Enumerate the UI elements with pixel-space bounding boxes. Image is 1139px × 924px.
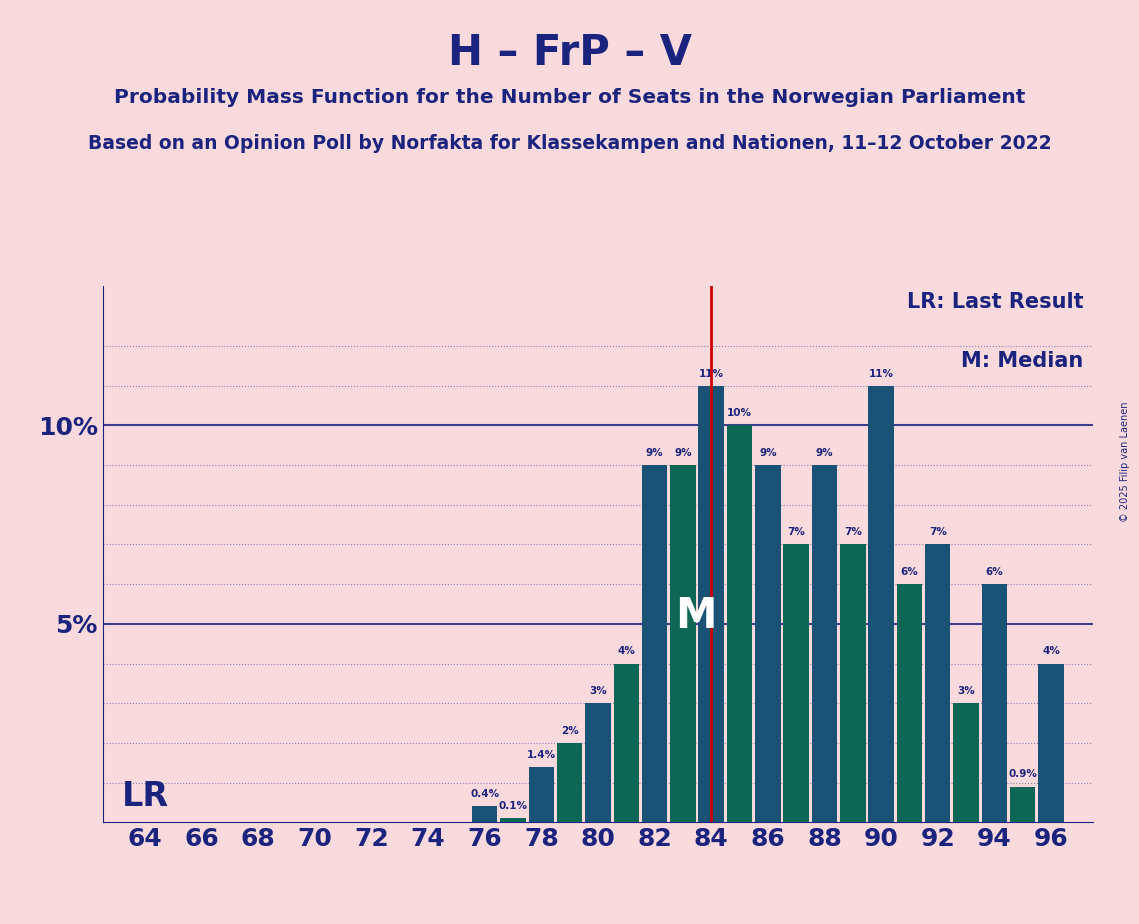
Bar xyxy=(727,425,752,822)
Text: 0.1%: 0.1% xyxy=(499,801,527,811)
Bar xyxy=(953,703,978,822)
Text: Probability Mass Function for the Number of Seats in the Norwegian Parliament: Probability Mass Function for the Number… xyxy=(114,88,1025,107)
Bar xyxy=(982,584,1007,822)
Bar xyxy=(698,385,724,822)
Text: 11%: 11% xyxy=(698,369,723,379)
Bar xyxy=(784,544,809,822)
Text: LR: LR xyxy=(122,780,170,813)
Text: M: M xyxy=(675,595,716,637)
Bar xyxy=(868,385,894,822)
Text: 7%: 7% xyxy=(844,528,862,538)
Text: 7%: 7% xyxy=(928,528,947,538)
Text: 0.4%: 0.4% xyxy=(470,789,499,799)
Bar xyxy=(472,807,498,822)
Bar xyxy=(1010,786,1035,822)
Bar xyxy=(585,703,611,822)
Text: H – FrP – V: H – FrP – V xyxy=(448,32,691,74)
Bar xyxy=(925,544,950,822)
Text: 9%: 9% xyxy=(646,448,663,458)
Text: 9%: 9% xyxy=(816,448,834,458)
Text: 7%: 7% xyxy=(787,528,805,538)
Text: LR: Last Result: LR: Last Result xyxy=(907,292,1083,311)
Text: © 2025 Filip van Laenen: © 2025 Filip van Laenen xyxy=(1120,402,1130,522)
Text: 6%: 6% xyxy=(901,567,918,577)
Bar xyxy=(670,465,696,822)
Text: 6%: 6% xyxy=(985,567,1003,577)
Bar xyxy=(528,767,554,822)
Text: 9%: 9% xyxy=(674,448,691,458)
Text: 9%: 9% xyxy=(759,448,777,458)
Bar xyxy=(755,465,780,822)
Bar xyxy=(812,465,837,822)
Bar xyxy=(500,819,526,822)
Bar xyxy=(1039,663,1064,822)
Text: 1.4%: 1.4% xyxy=(527,749,556,760)
Bar xyxy=(614,663,639,822)
Text: 11%: 11% xyxy=(869,369,894,379)
Text: 3%: 3% xyxy=(589,687,607,696)
Text: 3%: 3% xyxy=(957,687,975,696)
Text: 2%: 2% xyxy=(560,726,579,736)
Text: 10%: 10% xyxy=(727,408,752,419)
Bar xyxy=(642,465,667,822)
Text: 0.9%: 0.9% xyxy=(1008,770,1038,780)
Bar xyxy=(841,544,866,822)
Bar xyxy=(557,743,582,822)
Text: M: Median: M: Median xyxy=(961,351,1083,371)
Bar xyxy=(896,584,923,822)
Text: Based on an Opinion Poll by Norfakta for Klassekampen and Nationen, 11–12 Octobe: Based on an Opinion Poll by Norfakta for… xyxy=(88,134,1051,153)
Text: 4%: 4% xyxy=(617,647,636,656)
Text: 4%: 4% xyxy=(1042,647,1060,656)
